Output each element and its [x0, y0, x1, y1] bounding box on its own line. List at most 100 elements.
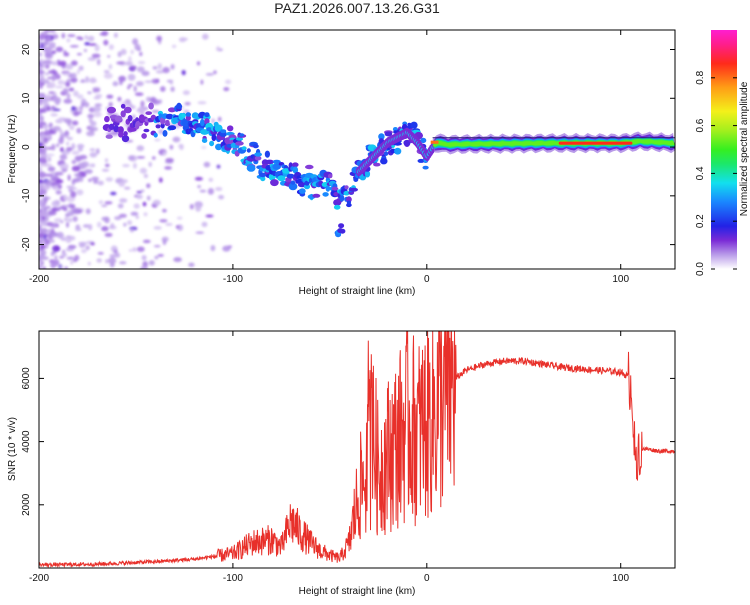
spectrogram-noise-blob [71, 165, 81, 172]
spectrogram-noise-blob [179, 143, 184, 151]
spectrogram-noise-blob [156, 35, 163, 42]
spectrogram-noise-blob [160, 86, 166, 92]
spectrogram-noise-blob [44, 72, 50, 76]
spectrogram-ridge-blob [364, 170, 371, 178]
spectrogram-noise-blob [43, 46, 52, 53]
spectrogram-noise-blob [68, 188, 73, 192]
spectrogram-noise-blob [61, 32, 66, 39]
spectrogram-ytick-label: 20 [21, 44, 32, 56]
spectrogram-noise-blob [50, 113, 58, 117]
spectrogram-noise-blob [130, 49, 134, 55]
spectrogram-ridge-blob [128, 126, 137, 132]
spectrogram-noise-blob [122, 164, 130, 168]
spectrogram-noise-blob [49, 259, 56, 264]
spectrogram-xtick-label: -100 [223, 274, 243, 285]
spectrogram-noise-blob [39, 210, 45, 217]
spectrogram-noise-blob [169, 144, 174, 150]
spectrogram-noise-blob [51, 182, 59, 186]
spectrogram-noise-blob [113, 32, 118, 38]
colorbar: 0.0 0.2 0.4 0.6 0.8 Normalized spectral ampl… [695, 30, 750, 276]
spectrogram-noise-blob [55, 179, 64, 184]
spectrogram-noise-blob [81, 79, 85, 83]
spectrogram-ridge-blob [292, 162, 299, 168]
spectrogram-noise-blob [50, 262, 57, 269]
spectrogram-noise-blob [134, 43, 141, 51]
spectrogram-ridge-blob [113, 125, 120, 133]
spectrogram-noise-blob [96, 58, 101, 66]
spectrogram-noise-blob [136, 81, 144, 87]
spectrogram-noise-blob [182, 90, 190, 96]
spectrogram-noise-blob [127, 86, 131, 90]
spectrogram-noise-blob [118, 213, 127, 218]
spectrogram-noise-blob [116, 61, 125, 65]
spectrogram-noise-blob [89, 152, 98, 158]
spectrogram-noise-blob [114, 216, 122, 221]
spectrogram-ridge-blob [339, 194, 345, 202]
colorbar-label: Normalized spectral amplitude [739, 81, 750, 216]
spectrogram-noise-blob [143, 173, 149, 179]
spectrogram-noise-blob [148, 260, 155, 266]
spectrogram-ridge-blob [380, 158, 388, 165]
spectrogram-ridge-blob [200, 129, 210, 135]
spectrogram-noise-blob [196, 61, 201, 66]
spectrogram-noise-blob [51, 74, 56, 82]
spectrogram-noise-blob [108, 44, 114, 50]
spectrogram-noise-blob [127, 83, 133, 87]
spectrogram-noise-blob [59, 256, 65, 259]
spectrogram-noise-blob [97, 180, 104, 186]
spectrogram-noise-blob [48, 30, 56, 33]
spectrogram-noise-blob [71, 150, 80, 155]
spectrogram-band-core [430, 140, 439, 144]
spectrogram-noise-blob [112, 81, 119, 87]
spectrogram-noise-blob [197, 101, 207, 105]
spectrogram-noise-blob [63, 50, 67, 57]
spectrogram-noise-blob [104, 158, 109, 163]
spectrogram-xtick-label: 100 [612, 274, 629, 285]
spectrogram-ridge-blob [175, 103, 183, 110]
spectrogram-ridge-blob [394, 147, 402, 155]
spectrogram-ridge-blob [143, 128, 150, 133]
spectrogram-noise-blob [47, 166, 56, 172]
spectrogram-noise-blob [74, 173, 81, 177]
spectrogram-noise-blob [140, 265, 148, 269]
spectrogram-ridge-blob [148, 102, 154, 110]
spectrogram-noise-blob [91, 163, 96, 168]
spectrogram-noise-blob [123, 222, 127, 227]
spectrogram-xtick-label: 0 [424, 274, 430, 285]
spectrogram-noise-blob [136, 145, 145, 152]
spectrogram-noise-blob [62, 251, 67, 258]
spectrogram-noise-blob [39, 34, 47, 40]
snr-marks [39, 331, 675, 568]
spectrogram-noise-blob [43, 41, 48, 47]
spectrogram-noise-blob [71, 106, 76, 112]
spectrogram-ridge-blob [204, 118, 210, 125]
spectrogram-noise-blob [65, 239, 72, 243]
spectrogram-noise-blob [55, 85, 64, 89]
spectrogram-noise-blob [71, 159, 77, 165]
spectrogram-noise-blob [173, 257, 182, 263]
spectrogram-noise-blob [76, 53, 82, 56]
spectrogram-ridge-blob [153, 132, 158, 138]
spectrogram-noise-blob [79, 176, 84, 183]
spectrogram-noise-blob [119, 261, 127, 265]
spectrogram-noise-blob [77, 94, 84, 100]
spectrogram-ridge-blob [403, 139, 411, 147]
spectrogram-noise-blob [43, 207, 48, 214]
spectrogram-noise-blob [172, 136, 181, 143]
spectrogram-noise-blob [89, 148, 96, 152]
spectrogram-noise-blob [133, 203, 140, 209]
spectrogram-noise-blob [54, 255, 58, 260]
spectrogram-ridge-blob [239, 133, 245, 137]
spectrogram-noise-blob [69, 45, 79, 48]
spectrogram-noise-blob [64, 266, 68, 269]
spectrogram-ridge-blob [211, 134, 217, 142]
spectrogram-noise-blob [96, 221, 102, 228]
spectrogram-noise-blob [158, 129, 164, 135]
spectrogram-noise-blob [83, 48, 88, 53]
spectrogram-noise-blob [39, 125, 44, 129]
spectrogram-noise-blob [117, 51, 122, 58]
spectrogram-noise-blob [47, 232, 53, 240]
spectrogram-ridge-blob [121, 135, 130, 143]
spectrogram-ridge-blob [167, 125, 177, 131]
